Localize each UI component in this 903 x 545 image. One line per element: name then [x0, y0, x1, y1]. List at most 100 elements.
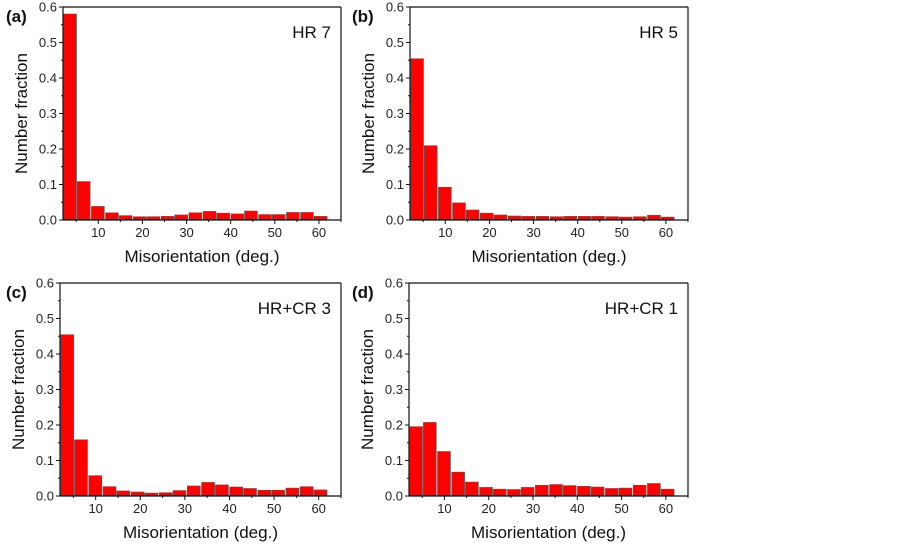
bar [577, 486, 591, 497]
y-tick-label: 0.0 [36, 489, 54, 504]
x-tick-label: 10 [91, 225, 105, 240]
bar [102, 486, 117, 497]
chart-panel-1: 0.0 0.1 0.2 0.3 0.4 0.5 0.6 10 20 30 40 50 60 Misorie… [352, 0, 689, 266]
y-tick-label: 0.2 [386, 142, 404, 157]
bar [410, 58, 424, 221]
bar [632, 484, 647, 497]
bar [647, 483, 661, 497]
bar [258, 214, 272, 221]
bar [216, 212, 230, 221]
x-tick-label: 20 [133, 501, 147, 516]
bar [174, 214, 189, 221]
y-tick-label: 0.0 [385, 489, 403, 504]
bar [590, 486, 605, 497]
bar [188, 212, 203, 221]
x-axis-label: Misorientation (deg.) [471, 523, 626, 542]
bar [493, 214, 508, 221]
x-tick-label: 30 [526, 501, 540, 516]
x-tick-label: 40 [570, 225, 584, 240]
y-tick-label: 0.4 [36, 347, 54, 362]
y-tick-label: 0.4 [39, 71, 57, 86]
x-tick-label: 10 [88, 501, 102, 516]
bar [172, 490, 187, 497]
y-tick-label: 0.5 [36, 311, 54, 326]
y-tick-label: 0.6 [36, 276, 54, 291]
bar [201, 482, 215, 497]
y-tick-label: 0.2 [36, 418, 54, 433]
bar [438, 186, 452, 221]
x-axis-label: Misorientation (deg.) [123, 523, 278, 542]
bar [618, 487, 633, 497]
y-axis-label: Number fraction [9, 329, 28, 450]
sample-annotation: HR 7 [292, 23, 331, 42]
bar [286, 212, 300, 221]
chart-panel-2: 0.0 0.1 0.2 0.3 0.4 0.5 0.6 10 20 30 40 50 60 Misorie… [6, 276, 342, 542]
bar [244, 210, 258, 221]
y-tick-label: 0.3 [386, 106, 404, 121]
bar [479, 487, 493, 497]
bar [257, 489, 272, 497]
y-tick-label: 0.5 [386, 35, 404, 50]
x-axis-label: Misorientation (deg.) [125, 247, 280, 266]
bar [63, 13, 77, 221]
y-tick-label: 0.2 [39, 142, 57, 157]
bar [409, 426, 423, 497]
panel-letter: (a) [6, 7, 27, 26]
x-tick-label: 40 [222, 501, 236, 516]
y-tick-label: 0.3 [385, 382, 403, 397]
bar [229, 486, 243, 497]
y-axis-label: Number fraction [359, 53, 378, 174]
bar [465, 481, 479, 497]
bar [271, 489, 285, 497]
bar [520, 487, 535, 497]
y-tick-label: 0.3 [36, 382, 54, 397]
x-tick-label: 20 [482, 225, 496, 240]
bar [60, 334, 74, 497]
bar [549, 484, 563, 497]
bar [105, 212, 119, 221]
y-tick-label: 0.1 [39, 177, 57, 192]
x-tick-label: 60 [659, 501, 673, 516]
x-tick-label: 50 [615, 225, 629, 240]
bar [202, 211, 217, 221]
bar [493, 488, 507, 497]
y-axis-label: Number fraction [358, 329, 377, 450]
chart-panel-0: 0.0 0.1 0.2 0.3 0.4 0.5 0.6 10 20 30 40 50 60 Misorie… [6, 0, 342, 266]
x-tick-label: 50 [267, 501, 281, 516]
sample-annotation: HR 5 [639, 23, 678, 42]
y-tick-label: 0.6 [385, 276, 403, 291]
x-tick-label: 20 [135, 225, 149, 240]
x-tick-label: 60 [312, 225, 326, 240]
bar [243, 488, 257, 497]
x-tick-label: 50 [614, 501, 628, 516]
y-tick-label: 0.3 [39, 106, 57, 121]
bar [313, 489, 328, 497]
bar [437, 451, 451, 497]
bar [74, 439, 88, 497]
bar [272, 214, 286, 221]
y-tick-label: 0.1 [385, 453, 403, 468]
sample-annotation: HR+CR 3 [258, 299, 331, 318]
y-tick-label: 0.1 [36, 453, 54, 468]
x-tick-label: 40 [570, 501, 584, 516]
x-tick-label: 10 [438, 225, 452, 240]
y-tick-label: 0.5 [39, 35, 57, 50]
y-tick-label: 0.5 [385, 311, 403, 326]
panel-letter: (c) [6, 283, 27, 302]
x-axis-label: Misorientation (deg.) [472, 247, 627, 266]
bar [465, 209, 480, 221]
x-tick-label: 60 [659, 225, 673, 240]
x-tick-label: 30 [178, 501, 192, 516]
bar [116, 490, 131, 497]
panel-letter: (d) [352, 283, 374, 302]
x-tick-label: 50 [268, 225, 282, 240]
x-tick-label: 60 [311, 501, 325, 516]
x-tick-label: 20 [481, 501, 495, 516]
chart-panel-3: 0.0 0.1 0.2 0.3 0.4 0.5 0.6 10 20 30 40 50 60 Misorie… [352, 276, 689, 542]
bar [507, 489, 521, 497]
bar [660, 488, 675, 497]
bar [647, 214, 661, 221]
bar [480, 212, 494, 221]
bar [215, 484, 229, 497]
